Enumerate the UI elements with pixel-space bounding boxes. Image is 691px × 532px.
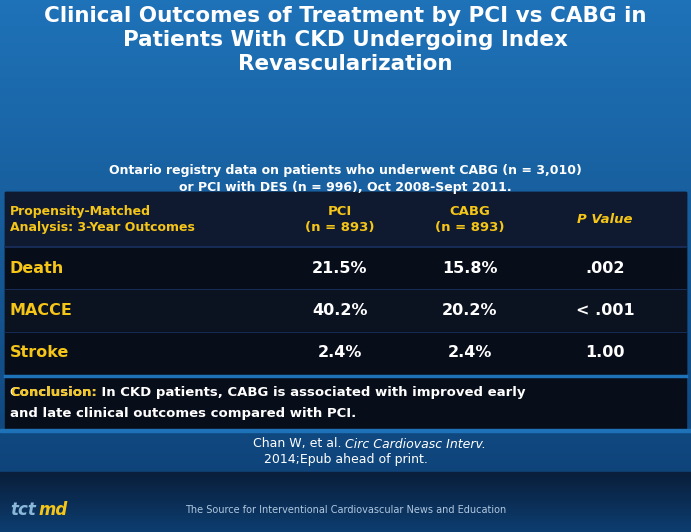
Bar (0, 489, 691, 491)
Bar (0, 135, 691, 137)
Bar (0, 254, 691, 255)
Bar (0, 110, 691, 112)
Bar (0, 177, 691, 179)
Bar (0, 167, 691, 169)
Bar (0, 472, 691, 473)
Bar (0, 467, 691, 468)
Bar (0, 526, 691, 527)
Bar (0, 68, 691, 69)
Bar (0, 57, 691, 59)
Bar (0, 495, 691, 496)
Bar (0, 321, 691, 323)
Bar (0, 461, 691, 463)
Bar (0, 37, 691, 39)
Bar (0, 497, 691, 498)
Bar (0, 530, 691, 532)
Bar (0, 312, 691, 314)
Bar (0, 229, 691, 230)
Bar (0, 379, 691, 381)
Bar (0, 309, 691, 310)
Bar (0, 186, 691, 188)
Bar (0, 2, 691, 4)
Bar (0, 504, 691, 505)
Bar (0, 248, 691, 250)
Bar (0, 438, 691, 440)
Bar (0, 7, 691, 9)
Bar (0, 397, 691, 399)
Bar (0, 363, 691, 365)
Bar (0, 222, 691, 223)
Bar (0, 74, 691, 76)
Bar (0, 255, 691, 257)
Bar (0, 80, 691, 81)
Bar (5, 192, 686, 247)
Text: PCI
(n = 893): PCI (n = 893) (305, 205, 375, 234)
Bar (0, 211, 691, 213)
Bar (0, 315, 691, 318)
Bar (0, 273, 691, 275)
Bar (0, 76, 691, 78)
Bar (0, 529, 691, 530)
Bar (0, 298, 691, 300)
Bar (0, 106, 691, 108)
Text: CABG
(n = 893): CABG (n = 893) (435, 205, 504, 234)
Bar (0, 502, 691, 504)
Bar (0, 500, 691, 502)
Bar (0, 84, 691, 85)
Bar (0, 390, 691, 392)
Bar (0, 87, 691, 89)
Bar (0, 161, 691, 163)
Bar (0, 404, 691, 406)
Bar (0, 355, 691, 356)
Bar (0, 415, 691, 417)
Bar (0, 214, 691, 217)
Bar (0, 90, 691, 92)
Bar (0, 192, 691, 193)
Bar (0, 92, 691, 94)
Bar (0, 528, 691, 530)
Bar (0, 403, 691, 404)
Bar (0, 207, 691, 209)
Bar (0, 121, 691, 122)
Bar (0, 492, 691, 493)
Bar (0, 326, 691, 328)
Bar (0, 429, 691, 431)
Bar (0, 491, 691, 493)
Bar (0, 113, 691, 115)
Bar (0, 307, 691, 309)
Bar (0, 117, 691, 119)
Bar (0, 503, 691, 504)
Bar (0, 481, 691, 482)
Bar (0, 488, 691, 489)
Text: 2.4%: 2.4% (448, 345, 492, 360)
Text: Ontario registry data on patients who underwent CABG (n = 3,010)
or PCI with DES: Ontario registry data on patients who un… (109, 164, 582, 194)
Bar (0, 28, 691, 30)
Bar (0, 257, 691, 259)
Bar (0, 238, 691, 239)
Bar (0, 133, 691, 135)
Bar (0, 463, 691, 464)
Bar (0, 278, 691, 280)
Bar (0, 490, 691, 491)
Bar (0, 302, 691, 303)
Text: 2014;Epub ahead of print.: 2014;Epub ahead of print. (263, 453, 428, 466)
Bar (0, 413, 691, 415)
Bar (0, 73, 691, 74)
Bar (0, 64, 691, 65)
Bar (0, 456, 691, 458)
Bar (0, 464, 691, 467)
Bar (0, 417, 691, 419)
Bar (0, 78, 691, 80)
Bar (0, 252, 691, 254)
Bar (0, 374, 691, 376)
Bar (0, 71, 691, 73)
Bar (0, 451, 691, 452)
Text: 15.8%: 15.8% (442, 261, 498, 276)
Bar (0, 495, 691, 496)
Bar (0, 435, 691, 436)
Bar (0, 378, 691, 379)
Bar (0, 494, 691, 495)
Bar (0, 406, 691, 408)
Bar (0, 331, 691, 334)
Bar (0, 225, 691, 227)
